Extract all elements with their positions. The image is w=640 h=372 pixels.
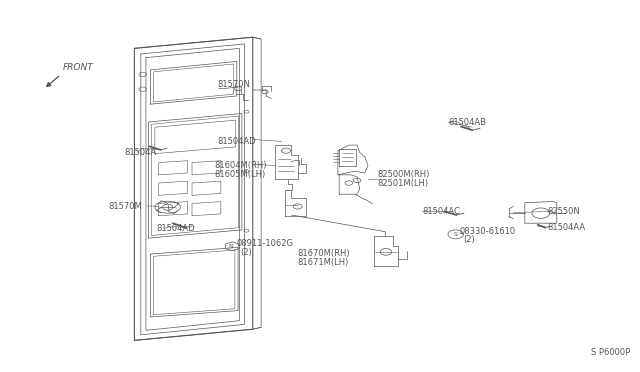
- Text: 82501M(LH): 82501M(LH): [378, 179, 429, 188]
- Text: 81570N: 81570N: [218, 80, 250, 89]
- Text: 82500M(RH): 82500M(RH): [378, 170, 430, 179]
- Text: 81604M(RH): 81604M(RH): [214, 161, 267, 170]
- Text: S: S: [454, 232, 458, 237]
- Text: (2): (2): [240, 248, 252, 257]
- Text: 81504AD: 81504AD: [218, 137, 256, 146]
- Text: 81671M(LH): 81671M(LH): [298, 258, 349, 267]
- Text: 81670M(RH): 81670M(RH): [298, 249, 350, 258]
- Text: 08911-1062G: 08911-1062G: [237, 239, 294, 248]
- Text: 08330-61610: 08330-61610: [460, 227, 516, 236]
- Text: 81504AC: 81504AC: [422, 207, 460, 216]
- Text: N: N: [228, 244, 233, 249]
- Text: 81504AA: 81504AA: [548, 223, 586, 232]
- Text: 82550N: 82550N: [548, 207, 580, 216]
- Text: (2): (2): [463, 235, 475, 244]
- Text: FRONT: FRONT: [63, 63, 93, 72]
- Text: 81570M: 81570M: [109, 202, 143, 211]
- Text: 81504AD: 81504AD: [157, 224, 195, 233]
- Text: 81605M(LH): 81605M(LH): [214, 170, 266, 179]
- Text: 81504AB: 81504AB: [448, 118, 486, 126]
- Text: S P6000P: S P6000P: [591, 348, 630, 357]
- Text: 81504A: 81504A: [125, 148, 157, 157]
